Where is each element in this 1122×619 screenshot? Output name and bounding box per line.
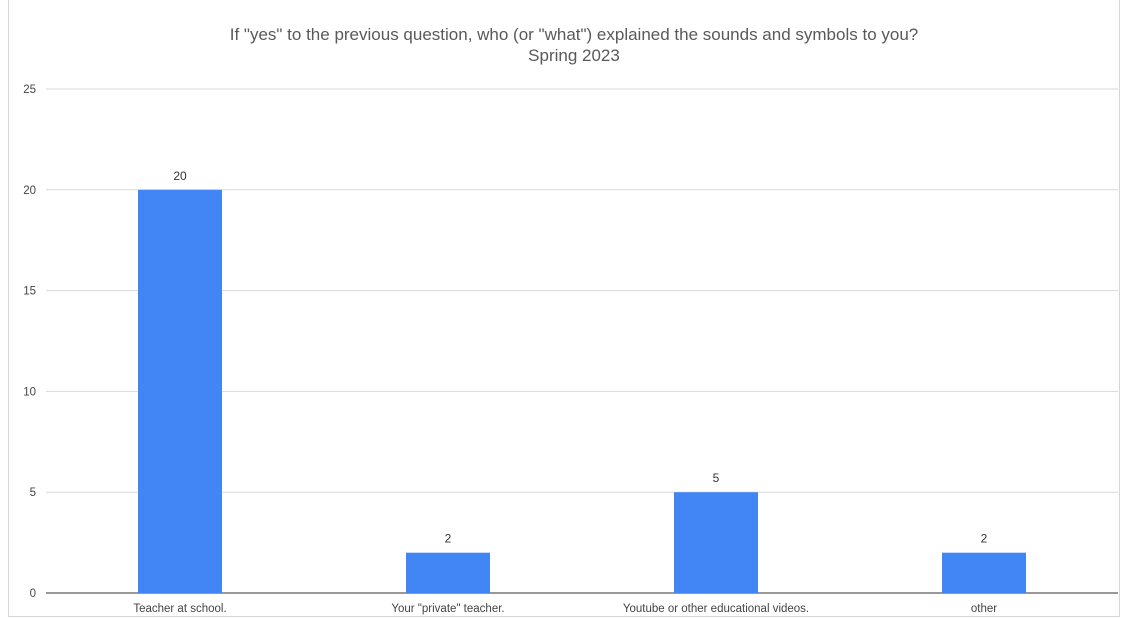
y-tick-label: 5	[30, 487, 36, 499]
bars	[138, 189, 1026, 594]
x-tick-label: Youtube or other educational videos.	[623, 603, 809, 615]
y-tick-label: 15	[23, 286, 36, 298]
y-tick-label: 0	[30, 588, 36, 600]
gridlines	[46, 88, 1118, 594]
bar	[138, 189, 222, 594]
data-label: 2	[445, 532, 452, 546]
y-tick-label: 25	[23, 84, 36, 96]
data-label: 2	[981, 532, 988, 546]
x-tick-label: other	[971, 603, 997, 615]
data-label: 20	[173, 169, 187, 183]
bar	[674, 492, 758, 593]
chart-subtitle: Spring 2023	[528, 46, 620, 65]
data-label: 5	[713, 471, 720, 485]
y-tick-label: 10	[23, 386, 36, 398]
chart-title: If "yes" to the previous question, who (…	[230, 25, 918, 44]
data-labels: 20 2 5 2	[173, 169, 987, 546]
y-tick-label: 20	[23, 185, 36, 197]
x-tick-label: Teacher at school.	[133, 603, 226, 615]
bar	[942, 552, 1026, 593]
x-axis-ticks: Teacher at school. Your "private" teacher…	[133, 603, 997, 615]
x-tick-label: Your "private" teacher.	[391, 603, 504, 615]
y-axis-ticks: 0 5 10 15 20 25	[23, 84, 36, 600]
bar	[406, 552, 490, 593]
